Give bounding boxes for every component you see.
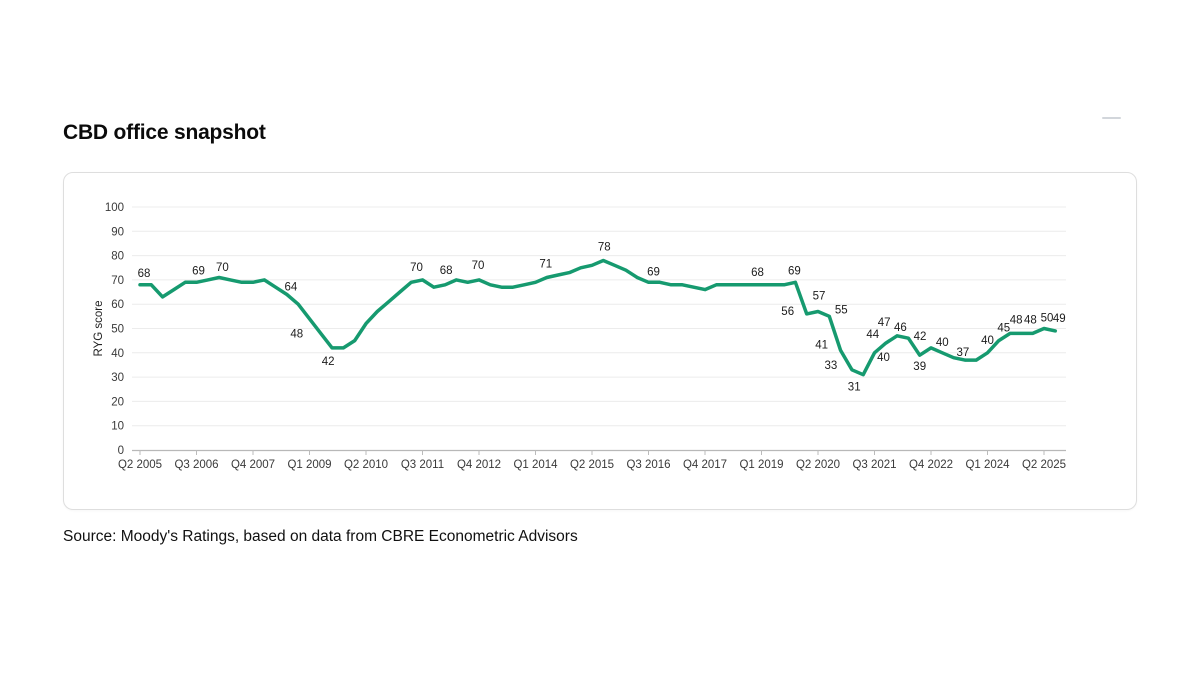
x-tick-label: Q1 2014 xyxy=(513,459,558,471)
y-tick-label: 90 xyxy=(111,226,124,238)
x-tick-label: Q4 2022 xyxy=(909,459,953,471)
point-label: 69 xyxy=(788,265,801,277)
point-label: 68 xyxy=(440,265,453,277)
source-line: Source: Moody's Ratings, based on data f… xyxy=(63,528,578,545)
point-label: 46 xyxy=(894,322,907,334)
x-tick-label: Q4 2007 xyxy=(231,459,275,471)
point-label: 70 xyxy=(410,262,423,274)
point-label: 70 xyxy=(216,262,229,274)
point-label: 57 xyxy=(813,290,826,302)
x-tick-label: Q4 2017 xyxy=(683,459,727,471)
y-tick-label: 80 xyxy=(111,251,124,263)
ryg-score-series-line xyxy=(138,258,1058,377)
y-tick-label: 70 xyxy=(111,275,124,287)
point-label: 40 xyxy=(981,335,994,347)
point-label: 70 xyxy=(472,260,485,272)
chart-card: 0 10 20 30 40 50 60 70 80 90 100 Q2 2005 Q3 2006 Q4 2… xyxy=(63,172,1137,510)
point-label: 50 xyxy=(1041,313,1054,325)
y-tick-label: 0 xyxy=(118,445,124,457)
x-tick-label: Q3 2016 xyxy=(626,459,670,471)
point-label: 55 xyxy=(835,304,848,316)
point-label: 71 xyxy=(539,258,552,270)
point-label: 33 xyxy=(825,360,838,372)
y-tick-label: 50 xyxy=(111,324,124,336)
point-label: 37 xyxy=(957,347,970,359)
x-tick-label: Q3 2011 xyxy=(401,459,444,471)
point-label: 68 xyxy=(751,267,764,279)
point-label: 45 xyxy=(997,323,1010,335)
y-tick-label: 20 xyxy=(111,396,124,408)
x-tick-label: Q2 2015 xyxy=(570,459,614,471)
point-label: 31 xyxy=(848,382,861,394)
x-tick-label: Q1 2009 xyxy=(287,459,331,471)
point-label: 48 xyxy=(1024,314,1037,326)
x-tick-label: Q2 2020 xyxy=(796,459,840,471)
point-label: 48 xyxy=(1010,314,1023,326)
point-label: 68 xyxy=(138,268,151,280)
x-tick-label: Q2 2005 xyxy=(118,459,162,471)
ryg-score-line-chart: 0 10 20 30 40 50 60 70 80 90 100 Q2 2005 Q3 2006 Q4 2… xyxy=(93,202,1066,471)
x-tick-label: Q2 2010 xyxy=(344,459,388,471)
x-tick-label: Q1 2019 xyxy=(739,459,783,471)
collapsed-ui-dash xyxy=(1102,117,1121,119)
point-label: 48 xyxy=(290,328,303,340)
point-label: 47 xyxy=(878,317,891,329)
x-tick-label: Q2 2025 xyxy=(1022,459,1066,471)
point-label: 42 xyxy=(322,356,335,368)
point-label: 49 xyxy=(1053,313,1066,325)
y-tick-label: 100 xyxy=(105,202,124,214)
point-label: 39 xyxy=(913,361,926,373)
x-tick-label: Q1 2024 xyxy=(965,459,1010,471)
page-title: CBD office snapshot xyxy=(63,121,266,144)
point-label: 42 xyxy=(914,331,927,343)
y-tick-label: 10 xyxy=(111,421,124,433)
x-tick-label: Q3 2021 xyxy=(852,459,896,471)
point-label: 40 xyxy=(936,337,949,349)
y-tick-label: 60 xyxy=(111,299,124,311)
point-label: 64 xyxy=(285,281,298,293)
point-label: 69 xyxy=(647,266,660,278)
point-label: 40 xyxy=(877,352,890,364)
point-label: 78 xyxy=(598,241,611,253)
point-label: 56 xyxy=(781,306,794,318)
y-axis-title: RYG score xyxy=(93,300,105,356)
y-tick-label: 30 xyxy=(111,372,124,384)
y-tick-label: 40 xyxy=(111,348,124,360)
point-label: 41 xyxy=(815,339,828,351)
x-tick-label: Q4 2012 xyxy=(457,459,501,471)
point-label: 44 xyxy=(866,329,879,341)
x-tick-label: Q3 2006 xyxy=(174,459,218,471)
point-label: 69 xyxy=(192,265,205,277)
